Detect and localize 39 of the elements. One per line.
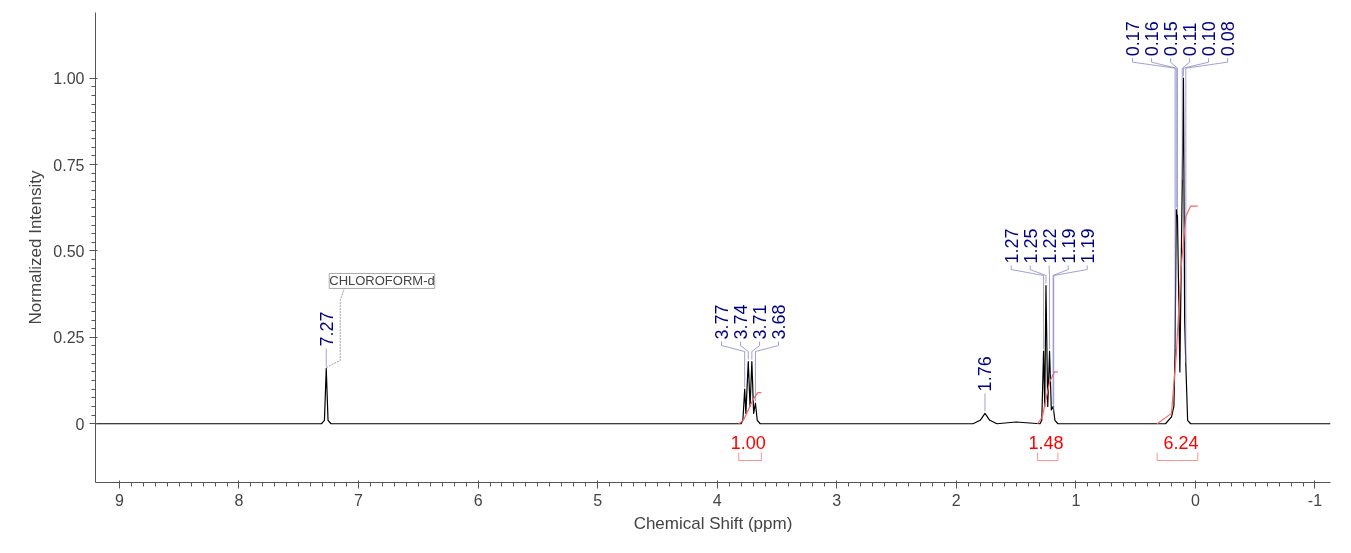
annotation: 0.17 — [1123, 21, 1144, 57]
x-tick-label: 7 — [354, 491, 364, 509]
annotation: 1.00 — [730, 432, 766, 453]
annotation: 1.19 — [1077, 228, 1098, 264]
annotation: 1.27 — [1001, 228, 1022, 264]
x-tick-label: 6 — [473, 491, 483, 509]
annotation: 7.27 — [316, 311, 337, 347]
annotation: 0.15 — [1161, 21, 1182, 57]
annotation: 0.11 — [1180, 22, 1201, 57]
annotation: 1.76 — [975, 356, 996, 392]
y-tick-label: 0.75 — [53, 156, 85, 174]
y-tick-label: 0.50 — [53, 242, 85, 260]
x-tick-label: 1 — [1071, 491, 1081, 509]
y-tick-label: 0.25 — [53, 329, 85, 347]
x-tick-label: 0 — [1190, 491, 1200, 509]
annotation: 1.25 — [1020, 228, 1041, 264]
y-axis-title: Normalized Intensity — [26, 170, 46, 325]
annotation: 1.48 — [1028, 432, 1064, 453]
y-tick-label: 1.00 — [53, 70, 85, 88]
annotation: 1.19 — [1058, 228, 1079, 264]
annotation: 3.77 — [712, 304, 733, 340]
annotation: 0.08 — [1218, 21, 1239, 57]
annotation: 0.10 — [1199, 21, 1220, 57]
x-tick-label: 2 — [951, 491, 961, 509]
x-tick-label: 3 — [832, 491, 842, 509]
annotation: 1.22 — [1039, 228, 1060, 264]
annotation: 6.24 — [1163, 432, 1199, 453]
annotation: 3.68 — [769, 304, 790, 340]
x-axis-title: Chemical Shift (ppm) — [633, 513, 793, 533]
x-tick-label: 4 — [712, 491, 722, 509]
annotation: 3.71 — [750, 304, 771, 340]
x-tick-label: 8 — [234, 491, 244, 509]
annotation: 0.16 — [1142, 21, 1163, 57]
x-tick-label: 5 — [593, 491, 603, 509]
x-tick-label: 9 — [114, 491, 124, 509]
annotation: 3.74 — [731, 304, 752, 340]
annotation: CHLOROFORM-d — [329, 273, 435, 289]
x-tick-label: -1 — [1307, 491, 1323, 509]
y-tick-label: 0 — [75, 415, 85, 433]
